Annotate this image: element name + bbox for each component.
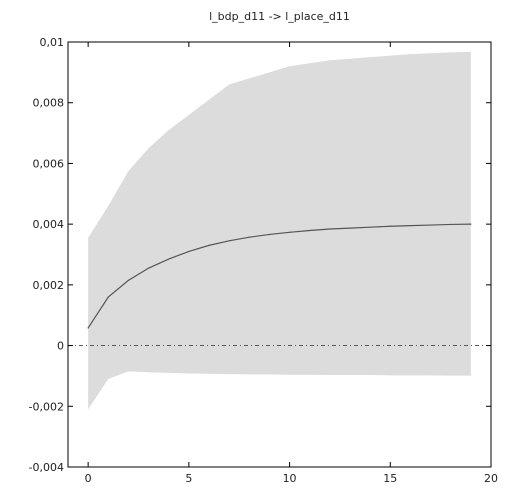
response-point <box>389 225 391 227</box>
y-tick-label: -0,002 <box>29 400 64 413</box>
x-tick-label: 15 <box>383 472 397 485</box>
x-tick-label: 10 <box>283 472 297 485</box>
response-point <box>188 250 190 253</box>
y-tick-label: 0,004 <box>33 218 65 231</box>
response-point <box>369 226 371 228</box>
x-tick-label: 5 <box>185 472 192 485</box>
plot-frame <box>67 41 492 468</box>
response-point <box>168 258 170 260</box>
y-tick-label: 0,006 <box>33 157 65 170</box>
response-point <box>87 327 89 329</box>
y-tick-label: 0 <box>57 340 64 353</box>
response-point <box>429 224 432 226</box>
response-point <box>450 223 452 226</box>
response-point <box>268 233 271 236</box>
response-point <box>147 267 150 269</box>
y-tick-label: 0,008 <box>33 97 65 110</box>
confidence-band <box>88 51 471 410</box>
response-point <box>127 279 130 281</box>
response-point <box>248 236 250 238</box>
y-tick-label: -0,004 <box>29 461 64 474</box>
response-point <box>288 231 291 233</box>
x-tick-label: 0 <box>85 472 92 485</box>
response-point <box>409 225 412 227</box>
y-tick-label: 0,01 <box>40 36 65 49</box>
confidence-band-layer <box>88 51 471 410</box>
response-point <box>309 229 311 232</box>
response-point <box>470 223 472 225</box>
response-point <box>228 240 230 242</box>
chart-title: l_bdp_d11 -> l_place_d11 <box>209 10 350 23</box>
response-point <box>349 227 351 229</box>
response-line-layer <box>87 223 472 329</box>
y-tick-label: 0,002 <box>33 279 65 292</box>
response-point <box>329 228 331 230</box>
x-tick-label: 20 <box>484 472 498 485</box>
ticks-layer: -0,004 -0,002 0 0,002 0,004 0,006 0,008 0,01 0 5 1… <box>29 36 498 485</box>
response-line-series-0 <box>87 223 471 329</box>
axes-layer <box>67 41 492 468</box>
response-point <box>107 296 109 298</box>
response-point <box>208 244 210 246</box>
